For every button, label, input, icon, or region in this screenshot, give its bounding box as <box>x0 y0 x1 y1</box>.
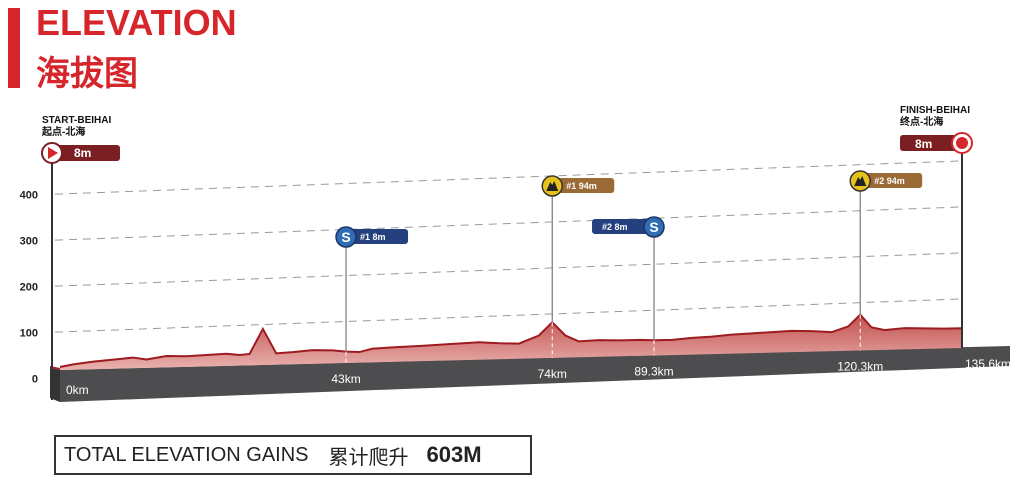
checkered-flag-icon <box>956 137 968 149</box>
y-tick-label: 100 <box>20 328 38 340</box>
kom-label: #1 94m <box>566 181 597 191</box>
profile-area <box>60 314 962 370</box>
x-tick-label: 0km <box>66 383 89 397</box>
y-tick-label: 0 <box>32 374 38 386</box>
y-tick-label: 300 <box>20 236 38 248</box>
sprint-s-glyph: S <box>649 219 658 235</box>
title-accent-bar <box>8 8 20 88</box>
finish-label-cn: 终点-北海 <box>900 115 943 128</box>
start-elevation-tag <box>52 145 120 161</box>
kom-tag <box>860 173 923 188</box>
y-tick-label: 400 <box>20 190 38 202</box>
x-axis-band <box>60 346 1010 402</box>
grid-line <box>54 160 963 195</box>
grid-line <box>54 298 963 333</box>
kom-label: #2 94m <box>874 176 905 186</box>
sprint-tag <box>592 219 655 234</box>
sprint-s-glyph: S <box>341 229 350 245</box>
x-tick-label: 120.3km <box>837 359 883 373</box>
mountain-icon <box>546 181 559 191</box>
x-tick-label: 135.6km <box>965 357 1011 371</box>
grid-line <box>54 206 963 241</box>
y-tick-label: 200 <box>20 282 38 294</box>
start-elevation: 8m <box>74 146 91 160</box>
finish-elevation: 8m <box>915 137 932 151</box>
x-tick-label: 89.3km <box>634 364 673 378</box>
play-icon <box>48 147 58 159</box>
profile-line <box>59 313 963 368</box>
sprint-label: #2 8m <box>602 222 628 232</box>
start-label-cn: 起点-北海 <box>41 125 85 138</box>
total-value: 603M <box>426 442 482 467</box>
start-label-en: START-BEIHAI <box>42 115 111 126</box>
mountain-icon <box>854 176 867 186</box>
sprint-label: #1 8m <box>360 232 386 242</box>
sprint-icon <box>335 226 357 248</box>
grid-line <box>54 252 963 287</box>
total-label-cn: 累计爬升 <box>328 446 409 469</box>
finish-label-en: FINISH-BEIHAI <box>900 105 970 116</box>
total-label-en: TOTAL ELEVATION GAINS <box>64 443 309 466</box>
sprint-icon <box>643 216 665 238</box>
page-subtitle: 海拔图 <box>36 55 138 93</box>
finish-elevation-tag <box>900 135 962 151</box>
total-elevation-box: TOTAL ELEVATION GAINS 累计爬升 603M <box>54 435 532 475</box>
page-title: ELEVATION <box>36 2 237 43</box>
kom-tag <box>552 178 615 193</box>
x-tick-label: 74km <box>538 367 567 381</box>
sprint-tag <box>346 229 409 244</box>
x-tick-label: 43km <box>331 372 360 386</box>
